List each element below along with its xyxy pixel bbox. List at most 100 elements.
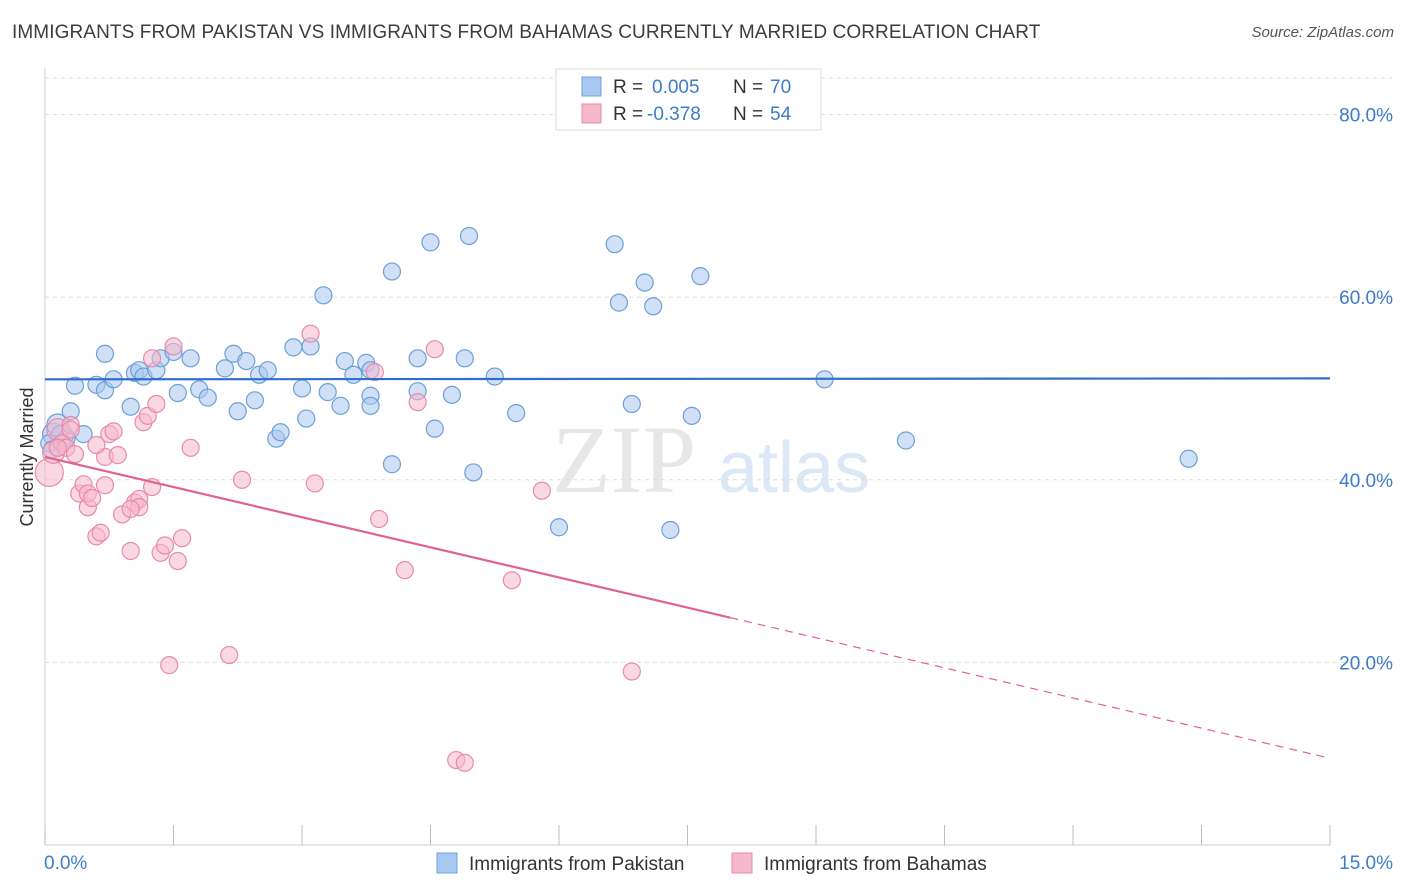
point-bahamas bbox=[455, 753, 474, 772]
point-pakistan bbox=[228, 402, 247, 421]
point-pakistan bbox=[442, 385, 462, 404]
y-axis-label: Currently Married bbox=[17, 387, 37, 526]
point-bahamas bbox=[622, 662, 641, 681]
gridlines bbox=[45, 77, 1392, 663]
point-pakistan bbox=[314, 286, 333, 305]
point-bahamas bbox=[155, 536, 175, 555]
tick-labels: 80.0% 60.0% 40.0% 20.0% 0.0% 15.0% bbox=[44, 106, 1393, 874]
point-pakistan bbox=[292, 379, 312, 398]
legend-r-label-1: R = bbox=[613, 77, 643, 98]
point-pakistan bbox=[65, 376, 85, 395]
point-pakistan bbox=[661, 520, 680, 540]
point-bahamas bbox=[104, 422, 123, 441]
point-bahamas bbox=[65, 445, 85, 464]
point-bahamas bbox=[181, 438, 200, 457]
series-legend-label-pakistan: Immigrants from Pakistan bbox=[469, 854, 684, 875]
point-bahamas bbox=[164, 337, 183, 356]
point-bahamas bbox=[87, 435, 106, 455]
point-bahamas bbox=[121, 541, 140, 561]
point-pakistan bbox=[408, 349, 427, 368]
trend-line-bahamas bbox=[44, 455, 731, 619]
point-bahamas bbox=[425, 340, 444, 359]
point-pakistan bbox=[198, 388, 217, 407]
point-pakistan bbox=[485, 367, 504, 386]
legend-n-value-1: 70 bbox=[770, 77, 791, 98]
point-pakistan bbox=[215, 359, 234, 378]
point-bahamas bbox=[395, 561, 414, 580]
point-bahamas bbox=[121, 499, 140, 519]
point-bahamas bbox=[305, 474, 324, 493]
trend-line-bahamas-extrapolated bbox=[730, 617, 1331, 759]
point-pakistan bbox=[382, 262, 402, 281]
point-bahamas bbox=[301, 324, 320, 343]
point-pakistan bbox=[691, 267, 710, 286]
legend-swatch-pink bbox=[581, 103, 602, 124]
legend-n-value-2: 54 bbox=[770, 104, 792, 125]
point-pakistan bbox=[361, 396, 380, 415]
point-pakistan bbox=[335, 351, 354, 371]
point-pakistan bbox=[168, 383, 187, 403]
point-bahamas bbox=[532, 481, 551, 500]
point-bahamas bbox=[365, 362, 384, 382]
point-pakistan bbox=[271, 423, 290, 442]
legend-r-value-2: -0.378 bbox=[647, 104, 701, 125]
point-bahamas bbox=[172, 529, 192, 548]
trend-line-pakistan bbox=[44, 377, 1331, 381]
point-pakistan bbox=[95, 344, 115, 363]
point-bahamas bbox=[168, 551, 187, 571]
y-tick-label: 20.0% bbox=[1339, 653, 1393, 674]
point-bahamas bbox=[95, 476, 115, 495]
chart-source: Source: ZipAtlas.com bbox=[1251, 24, 1394, 41]
legend-r-value-1: 0.005 bbox=[652, 77, 700, 98]
point-bahamas bbox=[220, 645, 239, 665]
point-bahamas bbox=[142, 349, 162, 368]
legend-n-label-1: N = bbox=[733, 77, 763, 98]
point-pakistan bbox=[297, 409, 316, 428]
point-bahamas bbox=[83, 488, 102, 508]
legend-swatch-blue bbox=[581, 76, 602, 97]
series-legend: Immigrants from Pakistan Immigrants from… bbox=[436, 852, 987, 875]
point-pakistan bbox=[464, 463, 483, 482]
point-bahamas bbox=[160, 656, 179, 675]
point-bahamas bbox=[408, 393, 427, 412]
point-pakistan bbox=[459, 226, 479, 246]
point-bahamas bbox=[61, 420, 80, 439]
point-pakistan bbox=[318, 383, 337, 402]
point-pakistan bbox=[258, 361, 277, 380]
trend-lines bbox=[44, 377, 1331, 759]
point-pakistan bbox=[237, 351, 256, 371]
point-pakistan bbox=[896, 431, 916, 450]
series-legend-swatch-bahamas bbox=[731, 852, 753, 874]
point-bahamas bbox=[232, 470, 252, 489]
x-tick-label-left: 0.0% bbox=[44, 853, 87, 874]
point-bahamas bbox=[147, 394, 166, 414]
point-bahamas bbox=[91, 523, 110, 542]
y-tick-label: 80.0% bbox=[1339, 106, 1393, 127]
point-bahamas bbox=[48, 438, 67, 457]
point-pakistan bbox=[682, 406, 701, 425]
point-pakistan bbox=[382, 455, 402, 474]
point-pakistan bbox=[331, 396, 350, 415]
watermark-zip: ZIP bbox=[552, 406, 696, 513]
point-pakistan bbox=[245, 391, 264, 410]
point-pakistan bbox=[455, 349, 474, 368]
point-pakistan bbox=[622, 394, 641, 414]
point-pakistan bbox=[121, 397, 140, 416]
stats-legend: R = 0.005 N = 70 R = -0.378 N = 54 bbox=[555, 68, 822, 131]
point-pakistan bbox=[284, 338, 303, 357]
y-tick-label: 60.0% bbox=[1339, 288, 1393, 309]
point-pakistan bbox=[507, 404, 526, 423]
legend-n-label-2: N = bbox=[733, 104, 763, 125]
chart-title: IMMIGRANTS FROM PAKISTAN VS IMMIGRANTS F… bbox=[12, 22, 1041, 43]
watermark-atlas: atlas bbox=[718, 428, 870, 508]
point-pakistan bbox=[549, 518, 569, 537]
point-pakistan bbox=[635, 273, 654, 292]
point-pakistan bbox=[644, 297, 663, 316]
point-bahamas bbox=[370, 509, 389, 529]
point-bahamas bbox=[108, 446, 127, 465]
x-tick-label-right: 15.0% bbox=[1339, 853, 1393, 874]
series-legend-label-bahamas: Immigrants from Bahamas bbox=[764, 854, 987, 875]
legend-r-label-2: R = bbox=[613, 104, 643, 125]
y-tick-label: 40.0% bbox=[1339, 471, 1393, 492]
